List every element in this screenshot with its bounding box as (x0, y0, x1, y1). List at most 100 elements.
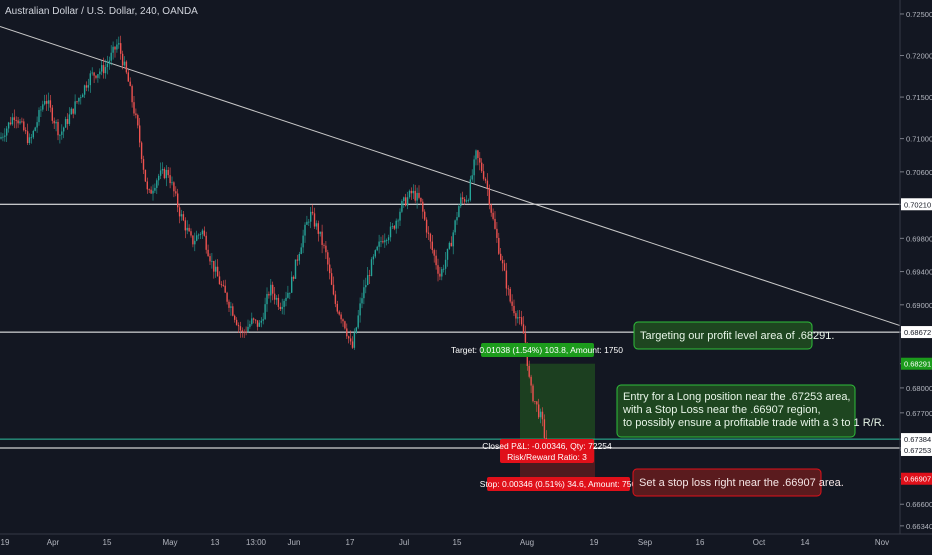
candle-body (123, 61, 126, 66)
candle-body (4, 135, 6, 137)
candle-body (82, 94, 84, 98)
candle-body (175, 191, 177, 194)
candle-body (171, 182, 173, 184)
candle-body (473, 159, 475, 176)
candle-body (351, 341, 354, 348)
candle-body (325, 245, 327, 253)
time-tick-label: Sep (638, 538, 653, 547)
candle-body (17, 120, 19, 124)
candle-body (513, 305, 515, 314)
candle-body (68, 114, 71, 124)
annotation-target[interactable]: Targeting our profit level area of .6829… (633, 321, 834, 350)
rr-label-text: Risk/Reward Ratio: 3 (507, 452, 587, 462)
candle-body (334, 294, 337, 304)
time-axis[interactable]: 19 Apr 15 May 13 13:00 Jun 17 Jul 15 Aug 19 Sep 16 Oct… (1, 538, 890, 547)
candle-body (359, 303, 361, 316)
profit-zone (520, 363, 595, 450)
candle-body (235, 319, 238, 325)
candle-body (412, 190, 414, 194)
candle-body (519, 317, 521, 318)
candle-body (237, 324, 240, 327)
candle-body (349, 338, 352, 342)
candle-body (294, 259, 297, 279)
price-tick-label: 0.70600 (906, 168, 932, 177)
candle-body (507, 288, 509, 290)
candle-body (420, 197, 422, 202)
candle-body (410, 190, 413, 194)
candle-body (477, 150, 479, 158)
price-marker-label: 0.67384 (904, 435, 931, 444)
candle-body (382, 241, 384, 243)
candle-body (135, 113, 137, 116)
candle-body (53, 120, 55, 124)
candle-body (433, 250, 435, 256)
candle-body (389, 226, 392, 238)
candle-body (372, 256, 375, 260)
candle-body (306, 221, 308, 225)
candle-body (152, 190, 154, 194)
candlestick-series (0, 35, 549, 457)
candle-body (99, 71, 101, 75)
candle-body (475, 150, 477, 160)
candle-body (275, 297, 278, 300)
price-tick-label: 0.71000 (906, 135, 932, 144)
candle-body (532, 385, 534, 402)
candle-body (429, 233, 432, 242)
trendline[interactable] (0, 25, 901, 327)
candle-body (340, 314, 342, 320)
candle-body (133, 102, 135, 114)
candle-body (541, 411, 544, 420)
candle-body (397, 220, 399, 222)
candle-body (199, 234, 202, 235)
candle-body (127, 72, 129, 82)
candle-body (496, 228, 498, 238)
candle-body (454, 220, 456, 233)
candle-body (144, 169, 147, 182)
candle-body (311, 211, 314, 214)
candle-body (296, 259, 299, 261)
candle-body (178, 207, 181, 217)
candle-body (425, 219, 428, 233)
candle-body (427, 232, 430, 234)
candle-body (342, 319, 344, 322)
candle-body (536, 401, 538, 405)
price-tick-label: 0.69800 (906, 234, 932, 243)
time-tick-label: Oct (753, 538, 766, 547)
annotation-stop[interactable]: Set a stop loss right near the .66907 ar… (632, 468, 844, 497)
candle-body (416, 192, 418, 201)
candle-body (517, 317, 519, 319)
annotation-entry[interactable]: Entry for a Long position near the .6725… (616, 384, 885, 438)
candle-body (25, 130, 27, 132)
candle-body (45, 101, 48, 104)
candle-body (386, 240, 388, 242)
candle-body (140, 142, 143, 160)
candle-body (441, 269, 443, 277)
time-tick-label: 19 (590, 538, 599, 547)
candle-body (106, 63, 109, 68)
candle-body (315, 223, 318, 227)
candle-body (142, 159, 145, 170)
candle-body (232, 306, 234, 316)
candle-body (64, 118, 67, 128)
candle-body (281, 306, 283, 310)
candle-body (471, 175, 473, 180)
candle-body (211, 260, 213, 262)
pnl-label: Closed P&L: -0.00346, Qty: 72254 Risk/Re… (482, 439, 612, 463)
candle-body (101, 65, 103, 72)
candle-body (188, 227, 190, 232)
candle-body (91, 72, 93, 74)
candle-body (93, 72, 95, 76)
candle-body (51, 107, 53, 121)
candle-body (539, 411, 542, 418)
candle-body (239, 326, 242, 331)
candle-body (494, 218, 496, 229)
candle-body (370, 259, 373, 276)
candle-body (254, 319, 257, 321)
candle-body (13, 117, 15, 121)
candle-body (80, 97, 82, 99)
price-tick-label: 0.72500 (906, 10, 932, 19)
candle-body (72, 108, 74, 114)
